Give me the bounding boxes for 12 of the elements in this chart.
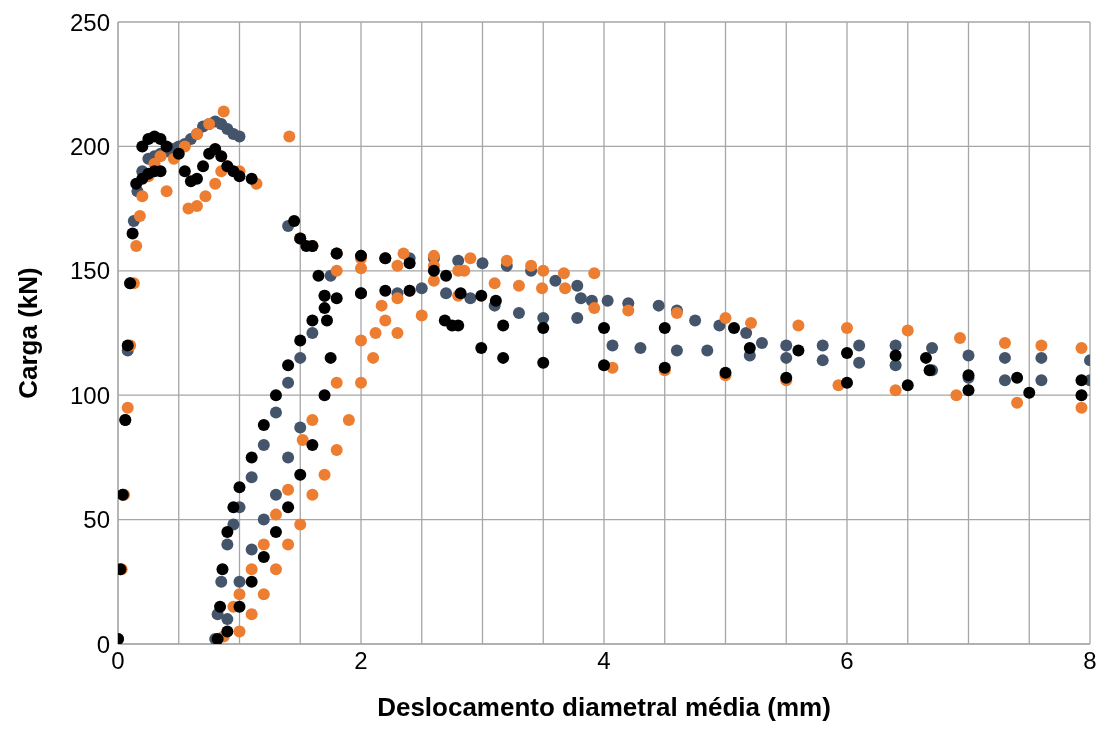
y-tick-label: 150 <box>69 257 110 285</box>
y-axis-title: Carga (kN) <box>13 267 44 399</box>
y-tick-label: 50 <box>83 506 110 534</box>
x-tick-label: 4 <box>597 647 611 675</box>
x-tick-label: 6 <box>840 647 854 675</box>
x-axis-title: Deslocamento diametral média (mm) <box>377 692 831 722</box>
y-tick-label: 0 <box>96 630 110 658</box>
y-tick-label: 250 <box>69 8 110 36</box>
x-tick-label: 8 <box>1083 647 1097 675</box>
y-tick-label: 200 <box>69 132 110 160</box>
y-tick-label: 100 <box>69 381 110 409</box>
x-tick-label: 2 <box>354 647 368 675</box>
